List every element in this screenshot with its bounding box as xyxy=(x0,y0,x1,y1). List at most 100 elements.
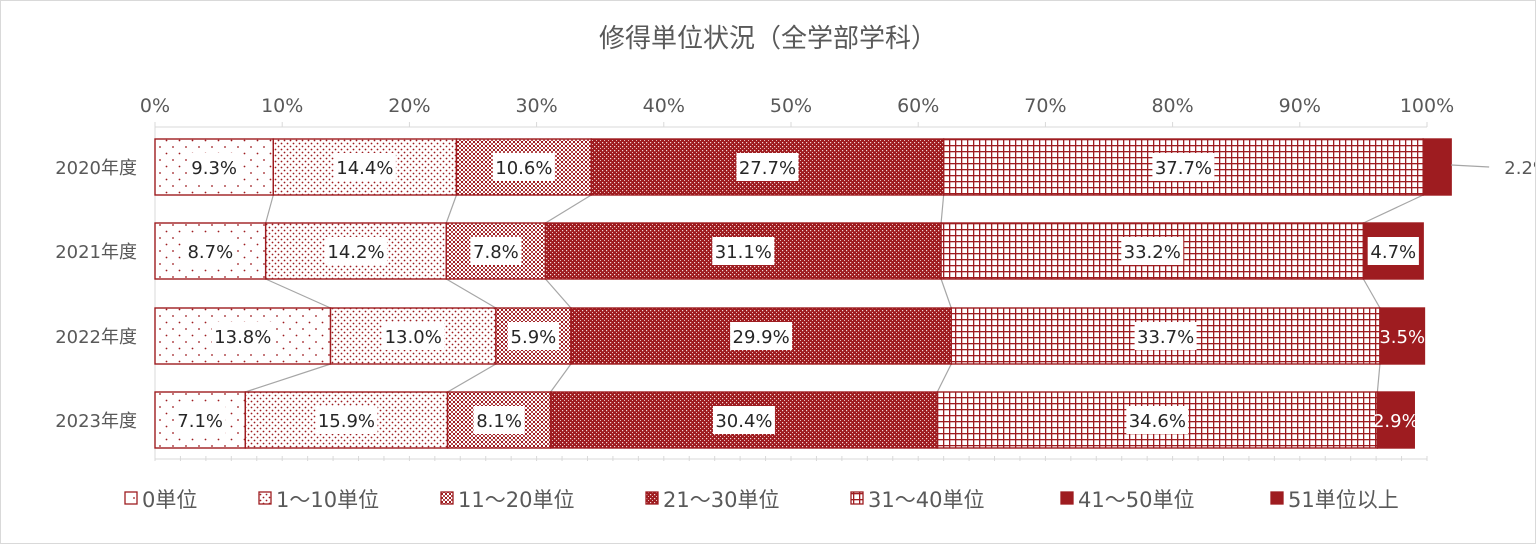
series-line xyxy=(936,363,952,393)
bar-segment xyxy=(1422,138,1452,196)
bar-plot-area xyxy=(154,138,1452,449)
data-label: 8.7% xyxy=(187,242,233,263)
x-tick-label: 30% xyxy=(515,95,557,117)
data-label-bg xyxy=(1367,237,1419,265)
legend-label: 41～50単位 xyxy=(1078,488,1194,512)
legend-swatch xyxy=(124,491,138,505)
series-line xyxy=(445,278,497,309)
x-tick-label: 40% xyxy=(643,95,685,117)
data-label-bg xyxy=(730,322,793,350)
legend-swatch xyxy=(850,491,864,505)
data-label-bg xyxy=(1121,237,1184,265)
data-label-bg xyxy=(712,406,775,434)
x-tick-label: 60% xyxy=(897,95,939,117)
data-label: 7.8% xyxy=(473,242,519,263)
data-label: 27.7% xyxy=(739,158,796,179)
x-tick-label: 90% xyxy=(1279,95,1321,117)
data-label-bg xyxy=(324,237,387,265)
legend-label: 1～10単位 xyxy=(276,488,379,512)
data-label-bg xyxy=(470,237,522,265)
data-label-bg xyxy=(1134,322,1197,350)
legend-label: 21～30単位 xyxy=(663,488,779,512)
x-tick-label: 10% xyxy=(261,95,303,117)
data-label-bg xyxy=(473,406,525,434)
data-label: 29.9% xyxy=(733,327,790,348)
legend-swatch xyxy=(258,491,272,505)
category-label: 2020年度 xyxy=(55,158,137,179)
data-label-bg xyxy=(492,153,555,181)
x-tick-label: 50% xyxy=(770,95,812,117)
data-label: 14.4% xyxy=(336,158,393,179)
x-tick-label: 100% xyxy=(1400,95,1454,117)
x-tick-label: 80% xyxy=(1151,95,1193,117)
category-label: 2022年度 xyxy=(55,327,137,348)
data-label: 14.2% xyxy=(327,242,384,263)
data-label: 37.7% xyxy=(1155,158,1212,179)
data-label: 13.8% xyxy=(214,327,271,348)
data-label: 31.1% xyxy=(715,242,772,263)
legend-label: 11～20単位 xyxy=(458,488,574,512)
bar-segment xyxy=(940,222,1365,280)
leader-line xyxy=(1451,164,1490,168)
series-line xyxy=(445,194,458,224)
data-label: 2.9% xyxy=(1373,411,1419,432)
data-label: 34.6% xyxy=(1129,411,1186,432)
category-label: 2021年度 xyxy=(55,242,137,263)
legend-swatch xyxy=(440,491,454,505)
legend-label: 51単位以上 xyxy=(1288,488,1399,512)
data-label-bg xyxy=(211,322,274,350)
series-line xyxy=(265,194,274,224)
bar-segment xyxy=(1376,391,1415,449)
series-line xyxy=(940,278,952,309)
data-label-bg xyxy=(333,153,396,181)
legend-swatch xyxy=(1270,491,1284,505)
data-labels: 9.3% 14.4% 10.6% 27.7% 37.7% 2.2% 8.7% 14.2% 7.8… xyxy=(174,153,1535,434)
data-label: 8.1% xyxy=(476,411,522,432)
series-line xyxy=(265,278,331,309)
series-line xyxy=(1362,278,1381,309)
bar-segment xyxy=(1379,307,1426,365)
data-label: 4.7% xyxy=(1370,242,1416,263)
data-label: 9.3% xyxy=(191,158,237,179)
category-label: 2023年度 xyxy=(55,411,137,432)
x-tick-label: 70% xyxy=(1024,95,1066,117)
data-label: 15.9% xyxy=(318,411,375,432)
legend-label: 31～40単位 xyxy=(868,488,984,512)
legend-swatch xyxy=(1060,491,1074,505)
data-label: 2.2% xyxy=(1504,158,1535,179)
data-label: 33.7% xyxy=(1137,327,1194,348)
series-line xyxy=(447,363,497,393)
x-axis: 0% 10% 20% 30% 40% 50% 60% 70% 80% 90% 100% 2020年度 2… xyxy=(55,95,1454,461)
legend-label: 0単位 xyxy=(142,488,197,512)
data-label: 5.9% xyxy=(511,327,557,348)
legend-swatch xyxy=(645,491,659,505)
data-label-bg xyxy=(184,237,236,265)
data-label-bg xyxy=(1152,153,1215,181)
data-label-bg xyxy=(315,406,378,434)
data-label: 3.5% xyxy=(1379,327,1425,348)
data-label-bg xyxy=(174,406,226,434)
series-line xyxy=(550,363,572,393)
data-label: 10.6% xyxy=(495,158,552,179)
data-label: 13.0% xyxy=(385,327,442,348)
data-label-bg xyxy=(188,153,240,181)
data-label: 30.4% xyxy=(715,411,772,432)
series-line xyxy=(545,194,592,224)
x-tick-label: 0% xyxy=(140,95,170,117)
series-line xyxy=(940,194,945,224)
data-label-bg xyxy=(382,322,445,350)
data-label-bg xyxy=(1126,406,1189,434)
data-label: 7.1% xyxy=(177,411,223,432)
series-line xyxy=(245,363,331,393)
data-label-bg xyxy=(507,322,560,350)
chart-title: 修得単位状況（全学部学科） xyxy=(599,24,937,54)
series-line xyxy=(1376,363,1381,393)
x-tick-label: 20% xyxy=(388,95,430,117)
series-line xyxy=(1363,194,1424,224)
data-label-bg xyxy=(712,237,775,265)
series-line xyxy=(545,278,572,309)
legend: 0単位 1～10単位 11～20単位 21～30単位 31～40単位 41～50単位 51単… xyxy=(124,488,1399,512)
series-lines xyxy=(245,194,1424,393)
